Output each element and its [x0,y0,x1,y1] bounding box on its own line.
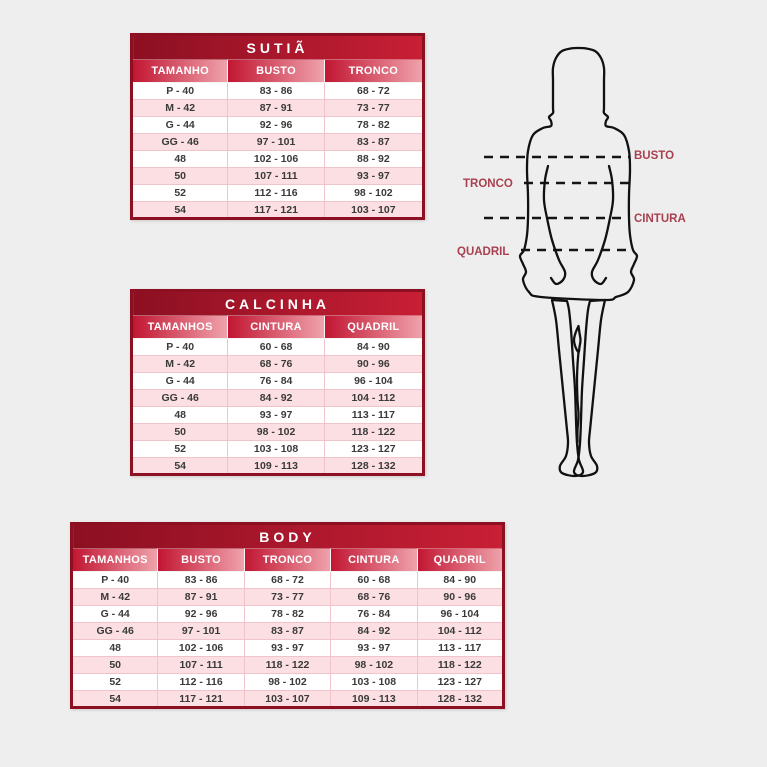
svg-text:CINTURA: CINTURA [634,213,686,225]
svg-text:QUADRIL: QUADRIL [457,246,509,258]
svg-text:BUSTO: BUSTO [634,150,674,162]
svg-text:TRONCO: TRONCO [463,178,513,190]
